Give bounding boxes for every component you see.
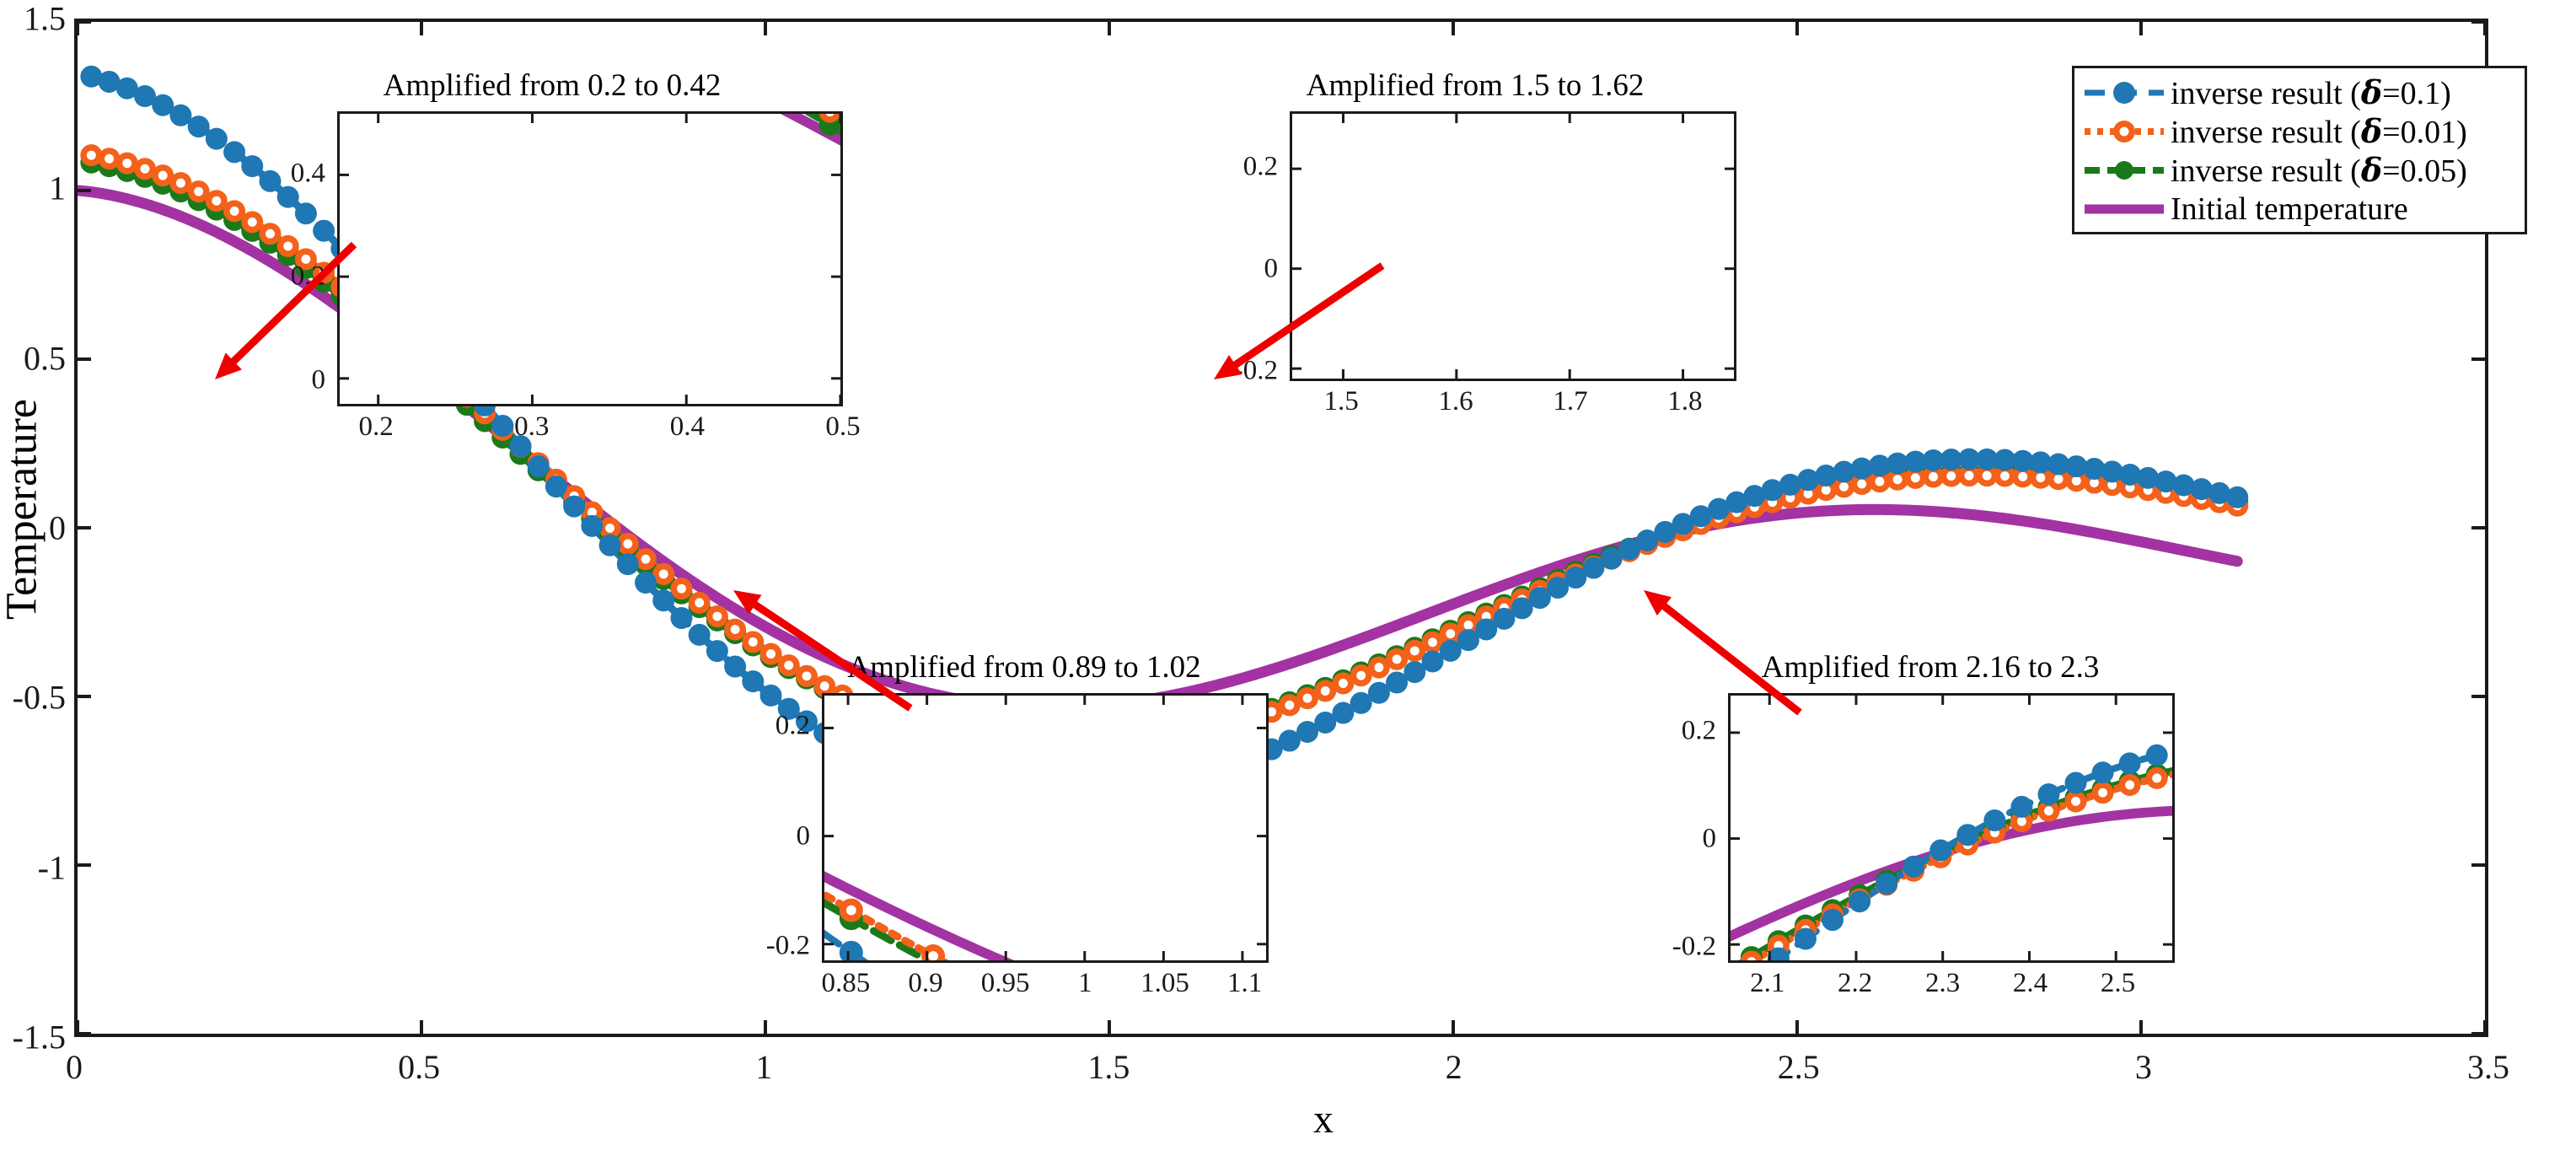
- legend-item-1[interactable]: inverse result (δ=0.01): [2083, 112, 2516, 151]
- y-tick-label: -0.5: [12, 678, 66, 717]
- inset-1-x-tick-label: 0.4: [669, 411, 705, 442]
- x-tick-label: 2: [1445, 1048, 1462, 1086]
- legend-swatch-solid-purple: [2083, 196, 2165, 222]
- legend-swatch-dashed-blue: [2083, 80, 2165, 105]
- inset-2-x-tick-label: 1.6: [1438, 386, 1473, 417]
- y-tick-label: 1.5: [24, 0, 66, 38]
- inset-2-x-tick-label: 1.5: [1323, 386, 1359, 417]
- inset-2-x-tick-label: 1.8: [1667, 386, 1703, 417]
- legend-swatch-dashdot-green: [2083, 158, 2165, 183]
- inset-3-curves: [824, 696, 1266, 960]
- inset-4-frame: [1728, 693, 2175, 963]
- legend-item-0[interactable]: inverse result (δ=0.1): [2083, 73, 2516, 112]
- inset-3-x-tick-label: 1: [1078, 968, 1092, 998]
- inset-1-y-tick-label: 0: [311, 364, 326, 395]
- inset-4-y-tick-label: 0: [1702, 823, 1717, 854]
- inset-3-frame: [822, 693, 1269, 963]
- inset-2-curves: [1292, 114, 1734, 379]
- inset-3-x-tick-label: 0.9: [908, 968, 943, 998]
- inset-4-x-tick-label: 2.2: [1838, 968, 1873, 998]
- inset-3-x-tick-label: 1.05: [1140, 968, 1189, 998]
- inset-2-x-tick-label: 1.7: [1553, 386, 1588, 417]
- inset-4-y-tick-label: 0.2: [1681, 715, 1716, 746]
- y-tick-label: -1: [37, 848, 66, 887]
- inset-1-x-tick-label: 0.5: [825, 411, 861, 442]
- inset-4-y-tick-label: -0.2: [1672, 931, 1716, 962]
- x-tick-label: 0.5: [398, 1048, 441, 1086]
- inset-4-curves: [1731, 696, 2172, 960]
- inset-4-x-tick-label: 2.4: [2012, 968, 2048, 998]
- legend-label-3: Initial temperature: [2171, 191, 2408, 227]
- legend-label-2: inverse result (δ=0.05): [2171, 150, 2467, 189]
- inset-3-x-tick-label: 0.85: [821, 968, 871, 998]
- inset-2-y-tick-label: 0.2: [1242, 151, 1278, 182]
- legend-item-3[interactable]: Initial temperature: [2083, 190, 2516, 228]
- inset-4-x-tick-label: 2.3: [1924, 968, 1961, 998]
- y-tick-label: -1.5: [12, 1018, 66, 1056]
- inset-3-x-tick-label: 0.95: [980, 968, 1030, 998]
- inset-4-x-tick-label: 2.5: [2100, 968, 2136, 998]
- inset-1-x-tick-label: 0.3: [514, 411, 550, 442]
- inset-3-y-tick-label: 0: [796, 820, 811, 852]
- y-axis-ticks: 1.5 1 0.5 0 -0.5 -1 -1.5: [0, 0, 66, 1056]
- x-tick-label: 0: [66, 1048, 83, 1086]
- inset-1-frame: [337, 111, 843, 406]
- x-axis-label: x: [1313, 1097, 1334, 1142]
- inset-2-y-tick-label: 0: [1264, 253, 1279, 284]
- inset-2-frame: [1290, 111, 1736, 381]
- inset-2-title: Amplified from 1.5 to 1.62: [1306, 68, 1645, 103]
- inset-3-y-tick-label: -0.2: [765, 930, 810, 961]
- legend-label-1: inverse result (δ=0.01): [2171, 111, 2467, 150]
- x-tick-label: 1.5: [1087, 1048, 1130, 1086]
- inset-1-x-tick-label: 0.2: [358, 411, 394, 442]
- inset-1-y-tick-label: 0.4: [290, 158, 325, 189]
- legend-swatch-dotted-orange: [2083, 119, 2165, 144]
- y-tick-label: 1: [49, 169, 66, 207]
- inset-3-x-tick-label: 1.1: [1226, 968, 1263, 998]
- x-tick-label: 3: [2134, 1048, 2152, 1086]
- inset-3-title: Amplified from 0.89 to 1.02: [847, 650, 1201, 685]
- legend-item-2[interactable]: inverse result (δ=0.05): [2083, 151, 2516, 190]
- y-tick-label: 0: [49, 508, 66, 547]
- y-tick-label: 0.5: [24, 339, 66, 378]
- inset-4-x-tick-label: 2.1: [1750, 968, 1785, 998]
- legend-label-0: inverse result (δ=0.1): [2171, 73, 2451, 111]
- inset-4-title: Amplified from 2.16 to 2.3: [1761, 650, 2100, 685]
- x-tick-label: 3.5: [2467, 1048, 2509, 1086]
- inset-1-curves: [340, 114, 840, 404]
- inset-1-title: Amplified from 0.2 to 0.42: [383, 68, 722, 103]
- legend: inverse result (δ=0.1) inverse result (δ…: [2072, 66, 2527, 234]
- inset-3-y-tick-label: 0.2: [775, 710, 810, 741]
- x-tick-label: 2.5: [1777, 1048, 1820, 1086]
- x-tick-label: 1: [755, 1048, 773, 1086]
